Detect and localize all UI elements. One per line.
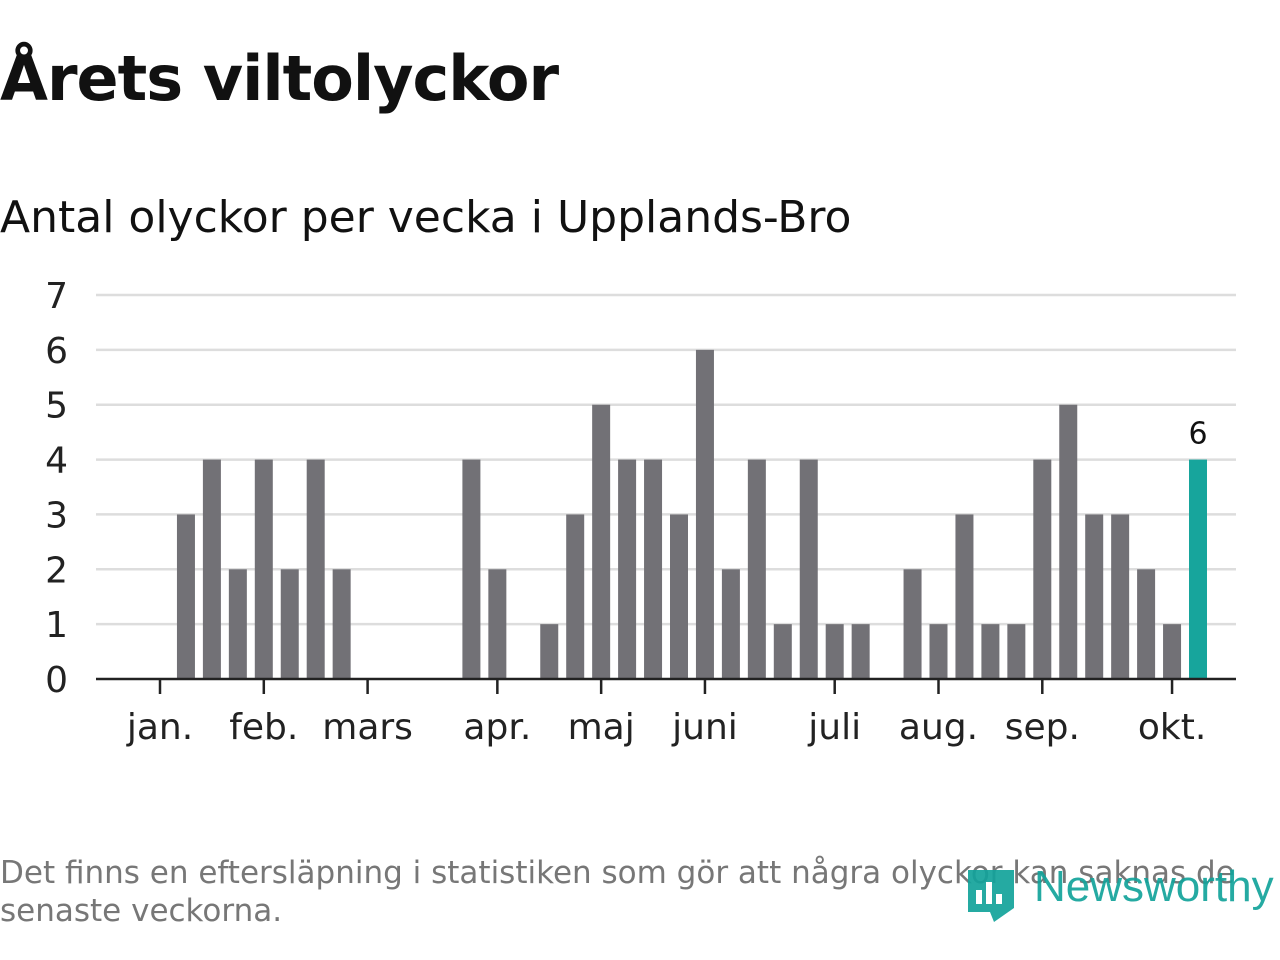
bar xyxy=(566,514,585,679)
bar xyxy=(955,514,974,679)
bar xyxy=(488,569,507,679)
bar-highlight xyxy=(1189,459,1207,679)
x-tick-label: sep. xyxy=(1005,707,1080,748)
y-tick-label: 2 xyxy=(45,550,68,591)
newsworthy-logo-icon xyxy=(968,870,1014,922)
bar xyxy=(721,569,740,679)
bar xyxy=(462,459,481,679)
bar xyxy=(332,569,351,679)
bar xyxy=(825,624,844,679)
bar xyxy=(306,459,325,679)
bar xyxy=(254,459,273,679)
x-tick-label: aug. xyxy=(899,707,978,748)
bar xyxy=(1085,514,1104,679)
y-tick-label: 5 xyxy=(45,386,68,427)
bar xyxy=(1163,624,1182,679)
bar xyxy=(799,459,818,679)
bar xyxy=(695,349,714,679)
footnote: Det finns en eftersläpning i statistiken… xyxy=(0,855,1235,929)
bar xyxy=(903,569,922,679)
chart-title: Årets viltolyckor xyxy=(0,42,559,115)
newsworthy-logo: Newsworthy xyxy=(964,862,1280,932)
bar xyxy=(851,624,870,679)
bar xyxy=(280,569,299,679)
chart-subtitle: Antal olyckor per vecka i Upplands-Bro xyxy=(0,192,852,243)
x-tick-label: maj xyxy=(568,707,635,748)
x-tick-label: juni xyxy=(671,707,738,748)
data-label-highlight: 6 xyxy=(1188,417,1207,452)
y-tick-label: 4 xyxy=(45,441,68,482)
bar-chart: 0 1 2 3 4 5 6 7 jan. feb. mars apr. maj juni juli aug.… xyxy=(45,276,1236,748)
bar xyxy=(202,459,221,679)
x-axis: jan. feb. mars apr. maj juni juli aug. sep. okt. xyxy=(96,677,1236,748)
y-tick-label: 6 xyxy=(45,331,68,372)
x-tick-label: mars xyxy=(322,707,413,748)
y-tick-label: 0 xyxy=(45,660,68,701)
bars xyxy=(176,349,1207,679)
bar xyxy=(1111,514,1130,679)
bar xyxy=(618,459,637,679)
bar xyxy=(981,624,1000,679)
x-tick-label: juli xyxy=(807,707,861,748)
y-axis-ticks: 0 1 2 3 4 5 6 7 xyxy=(45,276,68,701)
bar xyxy=(1033,459,1052,679)
bar xyxy=(670,514,688,679)
x-tick-label: feb. xyxy=(229,707,298,748)
x-tick-label: apr. xyxy=(463,707,531,748)
y-tick-label: 7 xyxy=(45,276,68,317)
bar xyxy=(773,624,792,679)
bar xyxy=(1059,404,1078,679)
bar xyxy=(1007,624,1026,679)
bar xyxy=(747,459,766,679)
x-tick-label: jan. xyxy=(126,707,193,748)
bar xyxy=(592,404,611,679)
bar xyxy=(644,459,663,679)
newsworthy-logo-text: Newsworthy xyxy=(1034,862,1274,911)
bar xyxy=(176,514,195,679)
x-tick-label: okt. xyxy=(1138,707,1206,748)
y-tick-label: 3 xyxy=(45,495,68,536)
y-tick-label: 1 xyxy=(45,605,68,646)
data-labels: 6 xyxy=(1188,417,1207,452)
bar xyxy=(540,624,559,679)
bar xyxy=(1137,569,1156,679)
bar xyxy=(228,569,247,679)
bar xyxy=(929,624,948,679)
